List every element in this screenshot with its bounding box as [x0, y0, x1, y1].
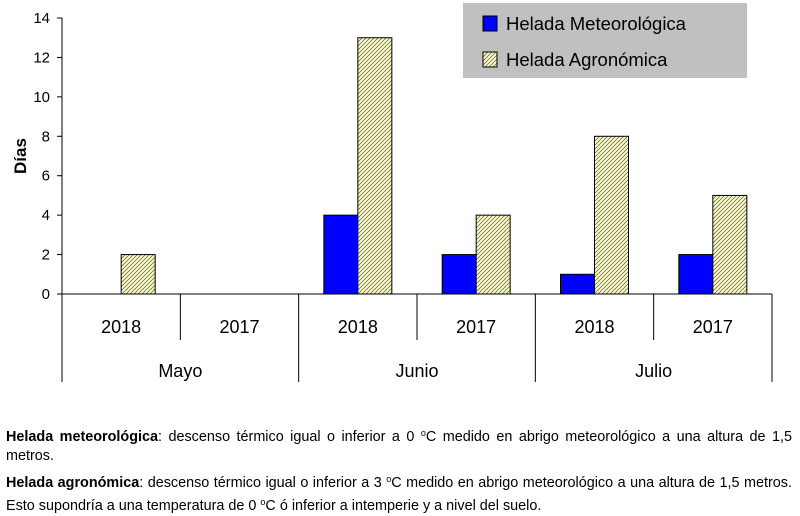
note-text: : descenso térmico igual o inferior a 0 — [158, 429, 421, 445]
y-tick-label: 10 — [33, 89, 50, 106]
x-tick-label: 2018 — [338, 317, 378, 337]
month-label: Junio — [395, 361, 438, 381]
note-text: C medido en abrigo meteorológico a una a… — [6, 475, 792, 514]
y-axis-title: Días — [11, 138, 30, 174]
note-term: Helada agronómica — [6, 475, 140, 491]
note-text: C ó inferior a intemperie y a nivel del … — [265, 498, 542, 514]
y-tick-label: 8 — [42, 128, 50, 145]
month-label: Mayo — [158, 361, 202, 381]
legend-box — [463, 3, 747, 78]
bar-meteorologica — [441, 254, 477, 295]
degree-sup: o — [386, 474, 392, 484]
bar-agronomica — [357, 37, 393, 295]
bar-chart: 0 2 4 6 8 10 12 14 Días 2018 2017 2018 2017 2018 2017 M… — [11, 3, 773, 382]
legend-label: Helada Agronómica — [506, 49, 668, 70]
note-text: C medido en abrigo meteorológico a una a… — [6, 429, 792, 464]
month-label: Julio — [635, 361, 672, 381]
y-tick-label: 2 — [42, 247, 50, 264]
y-tick-label: 6 — [42, 168, 50, 185]
x-tick-label: 2017 — [693, 317, 733, 337]
x-tick-label: 2017 — [456, 317, 496, 337]
y-tick-label: 14 — [33, 10, 50, 27]
x-tick-label: 2017 — [219, 317, 259, 337]
legend-swatch-agronomica — [482, 51, 498, 68]
definition-agronomic: Helada agronómica: descenso térmico igua… — [6, 470, 792, 516]
bar-agronomica — [120, 254, 156, 295]
x-tick-label: 2018 — [574, 317, 614, 337]
note-text: : descenso térmico igual o inferior a 3 — [139, 475, 387, 491]
legend-label: Helada Meteorológica — [506, 13, 687, 34]
bar-meteorologica — [678, 254, 714, 295]
y-tick-label: 12 — [33, 49, 50, 66]
bar-meteorologica — [323, 214, 359, 295]
bar-agronomica — [594, 135, 629, 295]
legend-swatch-meteorologica — [482, 15, 498, 32]
y-tick-label: 4 — [42, 207, 50, 224]
bar-agronomica — [712, 194, 748, 295]
degree-sup: o — [420, 428, 426, 438]
definition-meteorological: Helada meteorológica: descenso térmico i… — [6, 424, 792, 466]
bar-meteorologica — [560, 273, 595, 295]
x-tick-label: 2018 — [101, 317, 141, 337]
y-tick-label: 0 — [42, 286, 50, 303]
bar-agronomica — [475, 214, 511, 295]
note-term: Helada meteorológica — [6, 429, 159, 445]
degree-sup: o — [260, 497, 266, 507]
